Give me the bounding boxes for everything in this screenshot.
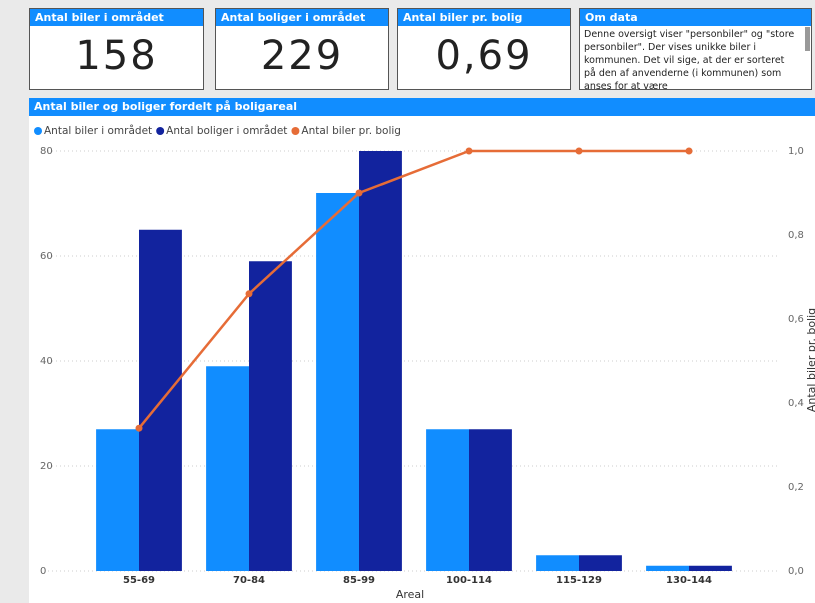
chart-title: Antal biler og boliger fordelt på boliga… <box>34 100 297 113</box>
bar <box>249 261 292 571</box>
kpi-card: Antal boliger i området 229 <box>215 8 389 90</box>
y2-tick-label: 0,8 <box>788 230 804 241</box>
y-tick-label: 0 <box>40 566 46 577</box>
line-marker <box>465 147 473 155</box>
y-tick-label: 20 <box>40 461 53 472</box>
bar <box>469 429 512 571</box>
bar <box>359 151 402 571</box>
line-marker <box>575 147 583 155</box>
bar <box>689 565 732 571</box>
y2-tick-label: 0,4 <box>788 398 804 409</box>
y2-tick-label: 0,6 <box>788 314 804 325</box>
y-tick-label: 60 <box>40 251 53 262</box>
line-marker <box>245 290 253 298</box>
card-value: 158 <box>75 33 158 79</box>
kpi-card: Antal biler i området 158 <box>29 8 204 90</box>
line <box>138 149 689 429</box>
x-tick-label: 70-84 <box>233 575 265 586</box>
y2-tick-label: 1,0 <box>788 146 804 157</box>
y-tick-label: 40 <box>40 356 53 367</box>
y2-axis-title: Antal biler pr. bolig <box>805 308 815 412</box>
scrollbar[interactable] <box>805 27 810 51</box>
bar <box>579 555 622 571</box>
line-marker <box>685 147 693 155</box>
card-title: Om data <box>580 9 811 26</box>
legend-label: Antal biler pr. bolig <box>301 125 401 137</box>
kpi-card: Antal biler pr. bolig 0,69 <box>397 8 571 90</box>
legend-label: Antal boliger i området <box>166 124 287 137</box>
card-title: Antal boliger i området <box>216 9 388 26</box>
y2-tick-label: 0,0 <box>788 566 804 577</box>
x-tick-label: 115-129 <box>556 575 602 586</box>
bar <box>426 429 469 571</box>
legend-marker <box>291 127 300 135</box>
bar <box>96 429 139 571</box>
x-tick-label: 55-69 <box>123 575 155 586</box>
text-card: Om data Denne oversigt viser "personbile… <box>579 8 812 90</box>
y-tick-label: 80 <box>40 146 53 157</box>
chart-header <box>29 98 815 116</box>
line-marker <box>135 424 143 432</box>
card-text: Denne oversigt viser "personbiler" og "s… <box>584 29 795 90</box>
x-tick-label: 85-99 <box>343 575 375 586</box>
legend-marker <box>156 127 165 135</box>
card-title: Antal biler pr. bolig <box>398 9 570 26</box>
line-marker <box>355 189 363 197</box>
y2-tick-label: 0,2 <box>788 482 804 493</box>
bar <box>646 565 689 571</box>
legend-label: Antal biler i området <box>44 124 152 137</box>
bar <box>206 366 249 571</box>
x-tick-label: 130-144 <box>666 575 712 586</box>
bar <box>536 555 579 571</box>
x-axis-title: Areal <box>396 588 424 601</box>
card-value: 229 <box>260 33 344 79</box>
x-tick-label: 100-114 <box>446 575 492 586</box>
legend-marker <box>34 127 42 135</box>
card-value: 0,69 <box>435 33 533 79</box>
bar <box>316 193 359 571</box>
card-title: Antal biler i området <box>30 9 203 26</box>
